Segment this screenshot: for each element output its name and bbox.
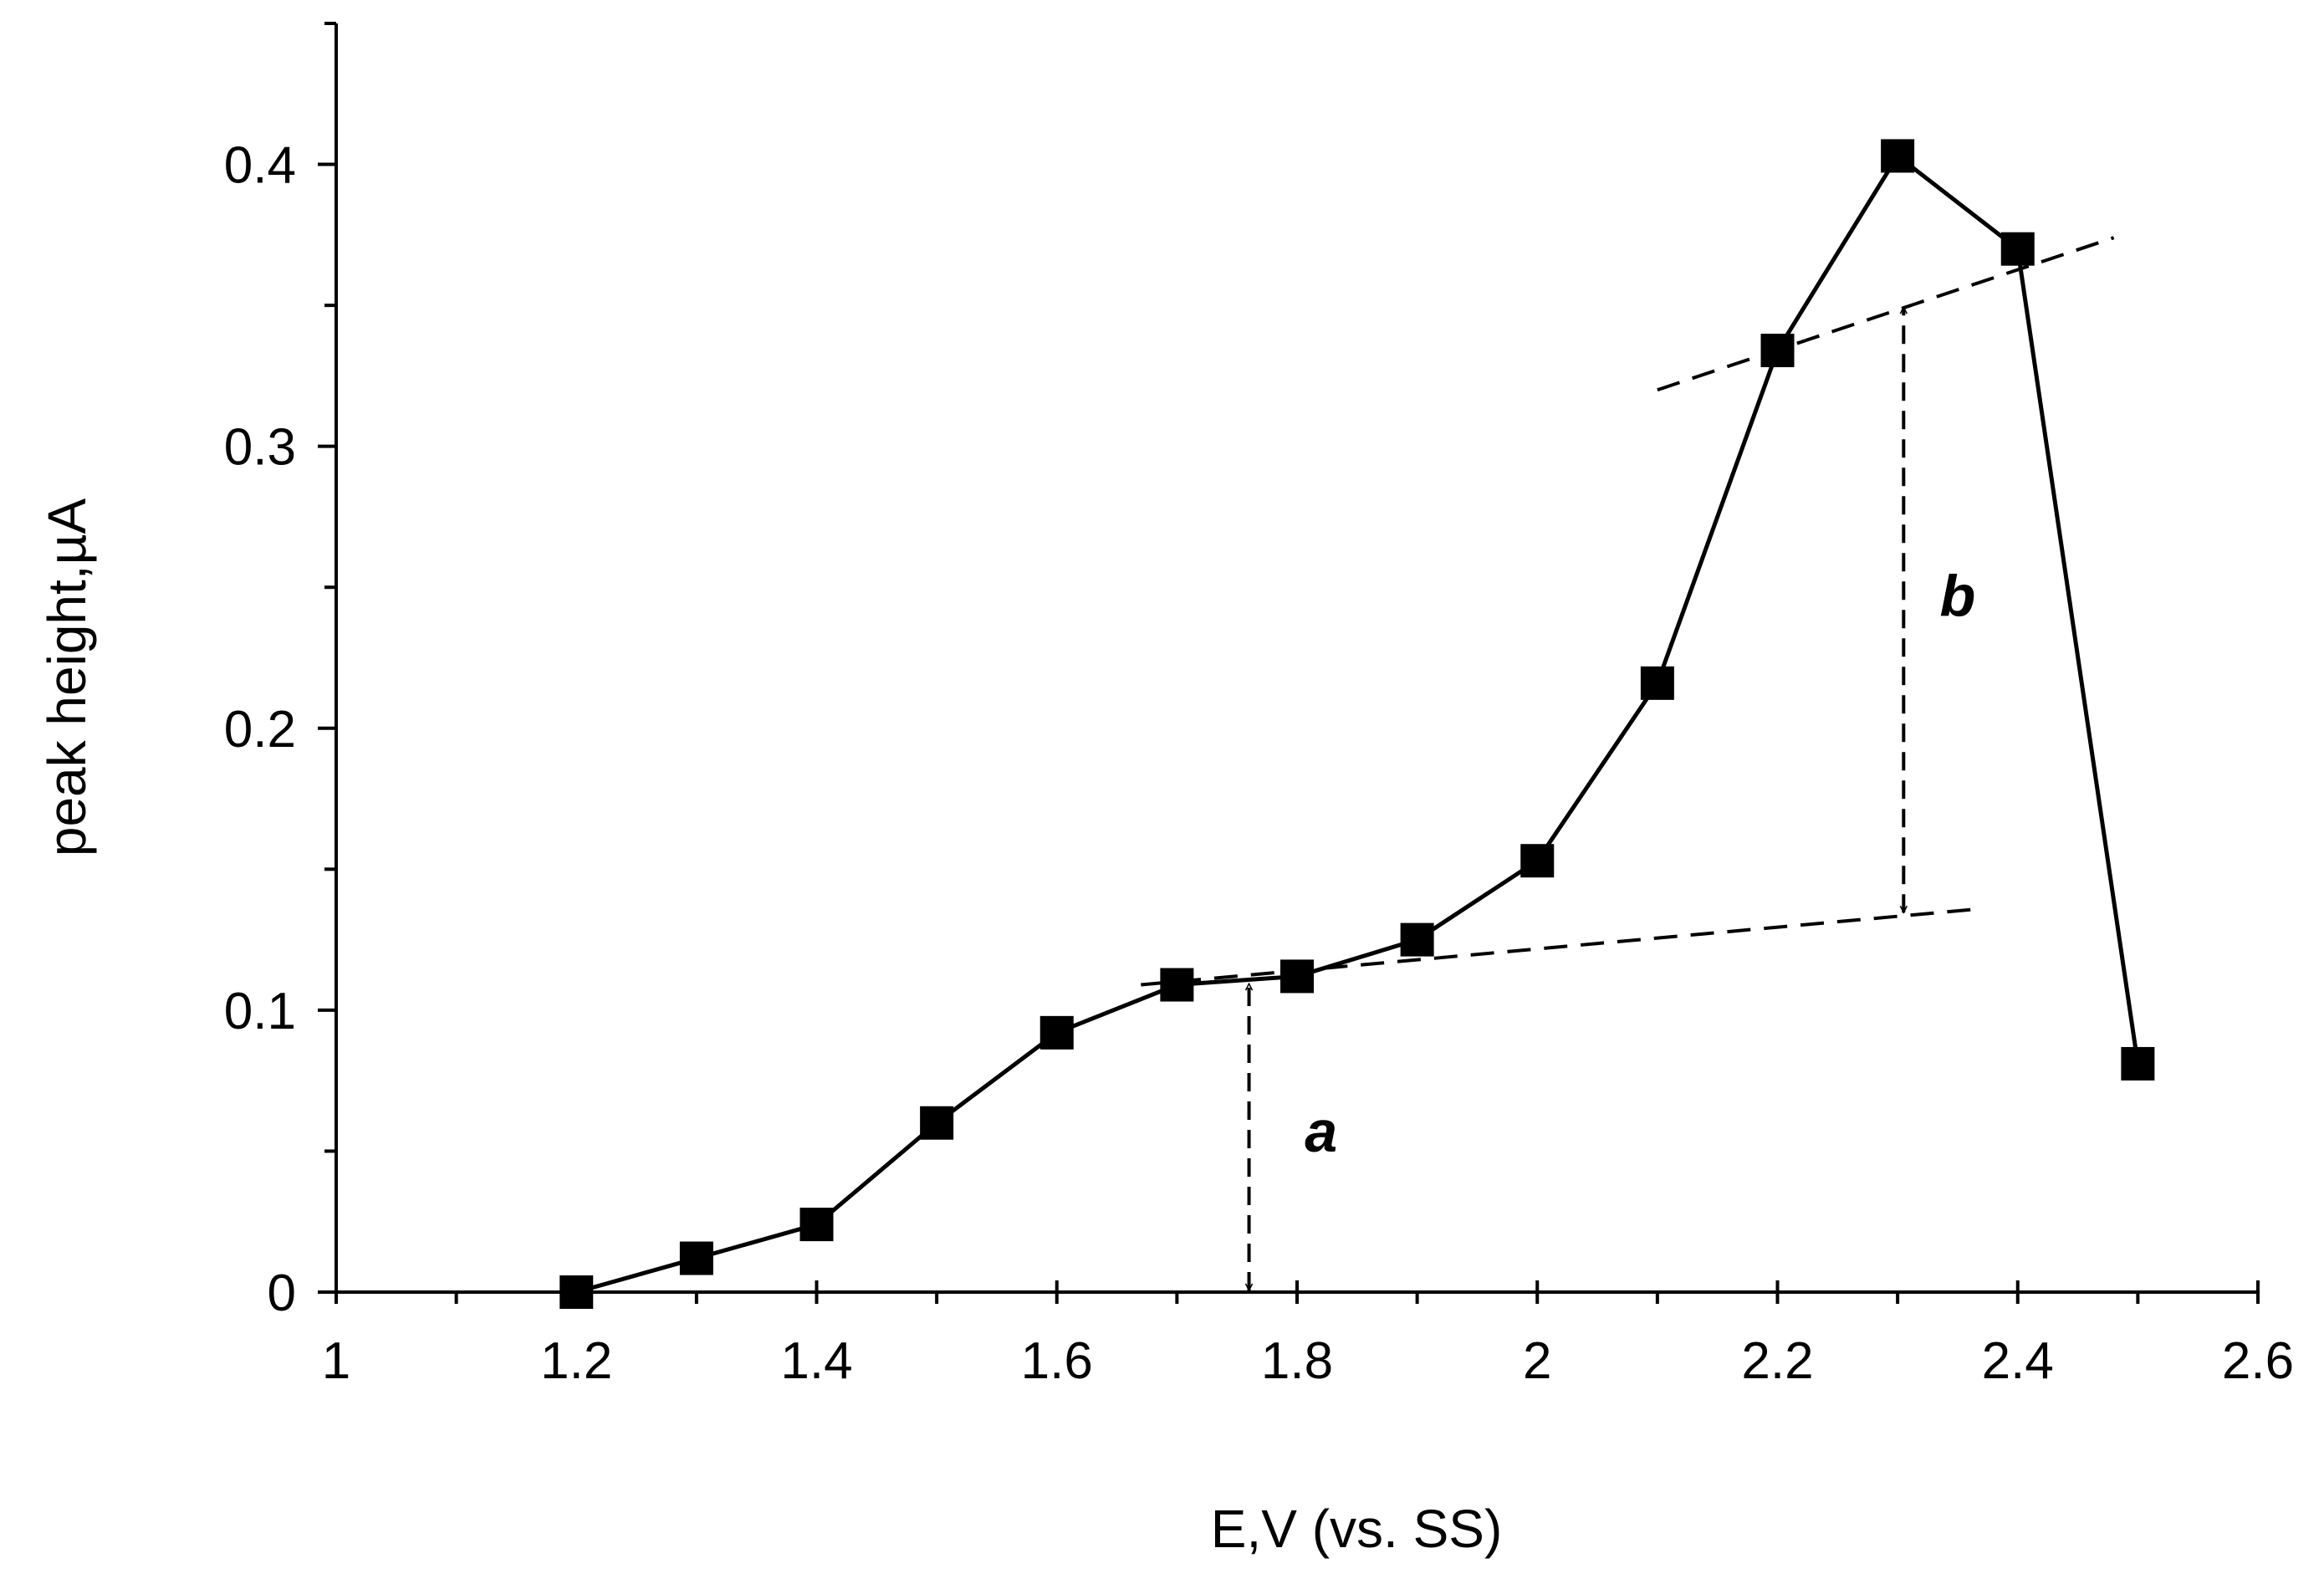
x-tick-label: 2 — [1523, 1332, 1551, 1390]
data-point — [559, 1275, 594, 1309]
y-axis-title: peak height,µA — [37, 498, 97, 857]
y-tick-label: 0 — [268, 1265, 296, 1322]
x-tick-label: 2.6 — [2222, 1332, 2294, 1390]
y-tick-label: 0.4 — [224, 137, 296, 195]
data-series — [559, 139, 2155, 1309]
annotation-label-a: a — [1305, 1099, 1337, 1164]
y-tick-label: 0.3 — [224, 419, 296, 477]
lower-baseline-line — [1141, 907, 1982, 987]
data-point — [920, 1106, 954, 1140]
x-tick-label: 1 — [322, 1332, 350, 1390]
upper-baseline-line — [1657, 236, 2115, 392]
x-tick-label: 1.2 — [540, 1332, 612, 1390]
data-point — [1760, 334, 1795, 368]
data-point — [2000, 232, 2035, 266]
data-point — [1520, 844, 1555, 878]
reference-lines — [1141, 236, 2115, 987]
x-axis-title: E,V (vs. SS) — [1211, 1499, 1503, 1559]
data-point — [1160, 968, 1194, 1002]
x-tick-label: 2.4 — [1982, 1332, 2054, 1390]
series-line — [575, 153, 2140, 1295]
data-point — [799, 1208, 834, 1242]
annotations: ab — [1249, 307, 1976, 1290]
annotation-label-b: b — [1940, 563, 1976, 628]
data-point — [1400, 922, 1434, 957]
data-point — [1640, 666, 1674, 700]
axes: 1 1.2 1.4 1.6 1.8 2 2.2 2.4 2.6 0 0.1 0.2 0.3 0.4 — [224, 22, 2294, 1390]
x-tick-label: 1.8 — [1261, 1332, 1333, 1390]
data-point — [1039, 1015, 1074, 1050]
data-point — [679, 1241, 713, 1275]
data-point — [2121, 1046, 2155, 1081]
y-tick-label: 0.2 — [224, 701, 296, 759]
x-tick-label: 1.6 — [1021, 1332, 1093, 1390]
data-point — [1881, 139, 1915, 173]
x-tick-label: 2.2 — [1741, 1332, 1813, 1390]
x-tick-label: 1.4 — [780, 1332, 852, 1390]
y-tick-label: 0.1 — [224, 983, 296, 1040]
data-point — [1280, 959, 1314, 994]
